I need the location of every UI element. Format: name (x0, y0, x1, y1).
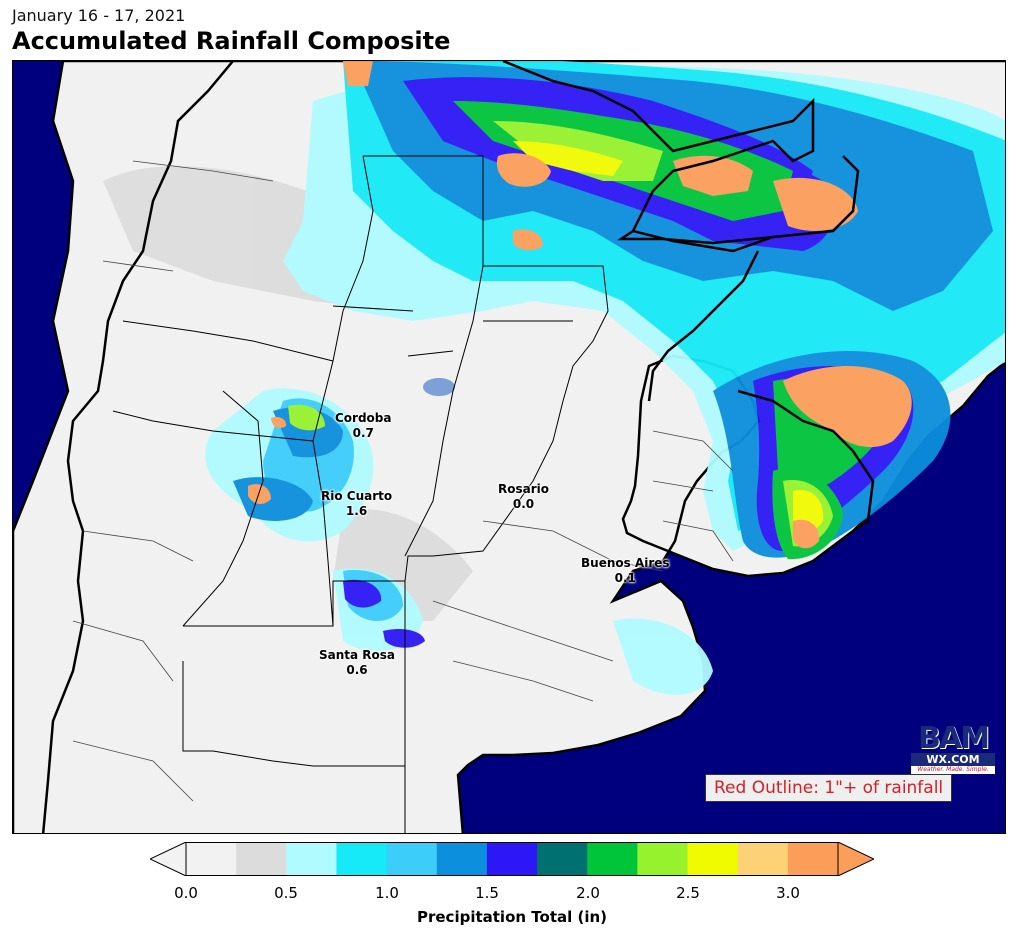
map-date: January 16 - 17, 2021 (12, 6, 186, 25)
city-label-rosario: Rosario 0.0 (498, 482, 549, 512)
colorbar-outline (185, 842, 839, 876)
colorbar-bin (386, 842, 438, 876)
colorbar-tick: 0.0 (174, 884, 198, 902)
city-label-santa-rosa: Santa Rosa 0.6 (319, 648, 395, 678)
colorbar-tick: 3.0 (776, 884, 800, 902)
colorbar-bin (286, 842, 337, 876)
city-name: Rosario (498, 482, 549, 496)
city-value: 0.0 (512, 497, 535, 511)
logo-domain: WX.COM (911, 753, 995, 766)
colorbar-arrow-right (837, 842, 874, 876)
map-title: Accumulated Rainfall Composite (12, 27, 451, 55)
colorbar-label: Precipitation Total (in) (416, 908, 608, 926)
colorbar-ticks: 0.0 0.5 1.0 1.5 2.0 2.5 3.0 (0, 884, 1024, 904)
city-label-cordoba: Cordoba 0.7 (335, 411, 392, 441)
colorbar-tick: 2.5 (676, 884, 700, 902)
city-value: 0.6 (346, 663, 368, 677)
city-name: Cordoba (335, 411, 392, 425)
logo-tagline: Weather. Made. Simple. (911, 766, 995, 774)
colorbar (150, 842, 874, 876)
city-name: Buenos Aires (581, 556, 670, 570)
city-value: 0.1 (614, 571, 636, 585)
logo-wordmark: BAM (918, 721, 990, 756)
red-outline-note: Red Outline: 1"+ of rainfall (705, 774, 953, 802)
rainfall-map: Cordoba 0.7 Rio Cuarto 1.6 Rosario 0.0 B… (12, 60, 1006, 834)
city-value: 1.6 (345, 504, 368, 518)
colorbar-bin (787, 842, 839, 876)
bam-wx-logo: BAM WX.COM Weather. Made. Simple. (911, 721, 995, 774)
colorbar-bin (186, 842, 237, 876)
colorbar-bin (587, 842, 638, 876)
colorbar-bin (737, 842, 789, 876)
colorbar-tick: 1.5 (475, 884, 499, 902)
city-label-rio-cuarto: Rio Cuarto 1.6 (321, 489, 392, 519)
colorbar-arrow-left (150, 842, 187, 876)
map-svg (13, 61, 1005, 833)
boundaries (41, 61, 875, 833)
colorbar-tick: 2.0 (576, 884, 600, 902)
colorbar-bin (236, 842, 287, 876)
colorbar-bin (436, 842, 488, 876)
city-value: 0.7 (352, 426, 374, 440)
colorbar-bin (336, 842, 388, 876)
city-name: Rio Cuarto (321, 489, 393, 503)
city-label-buenos-aires: Buenos Aires 0.1 (581, 556, 670, 586)
colorbar-bin (637, 842, 689, 876)
city-name: Santa Rosa (319, 648, 396, 662)
rainfall-shading (103, 61, 1005, 695)
colorbar-bin (537, 842, 588, 876)
colorbar-tick: 0.5 (274, 884, 298, 902)
colorbar-bin (486, 842, 538, 876)
colorbar-bin (687, 842, 739, 876)
colorbar-tick: 1.0 (375, 884, 399, 902)
lake (423, 378, 455, 396)
